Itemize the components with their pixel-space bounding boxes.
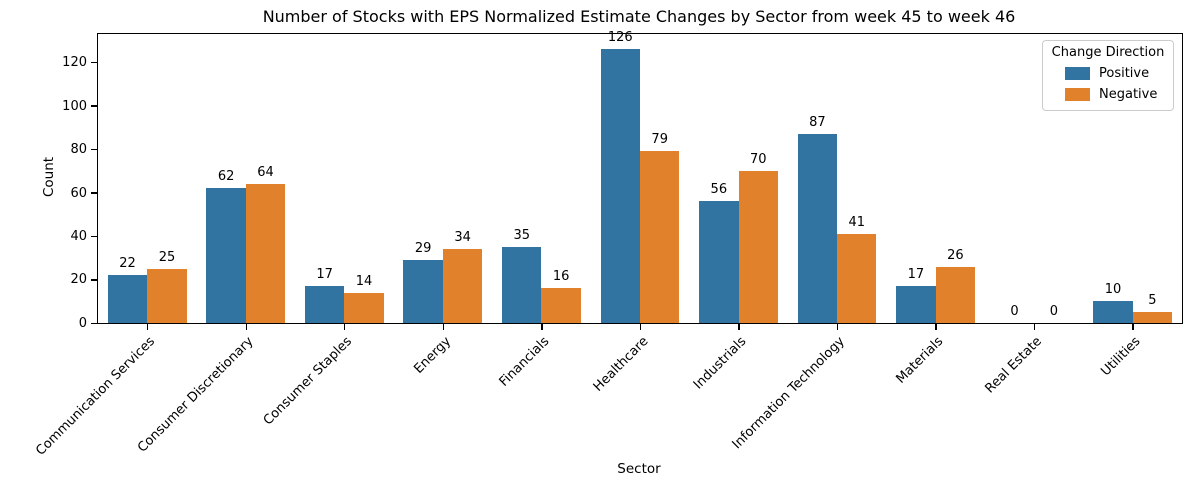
legend-entry-positive: Positive [1051, 63, 1165, 84]
y-tick-label: 0 [78, 315, 87, 331]
plot-area: 22 25 62 64 17 14 29 34 35 16 126 79 56 70 87 41 17 26 0 0 1… [97, 30, 1183, 324]
x-tick-label-text: Utilities [1098, 334, 1144, 380]
bar-positive [403, 260, 443, 323]
y-tick-label: 80 [70, 142, 87, 158]
y-tick-label: 100 [62, 98, 87, 114]
x-tick-label-text: Energy [411, 334, 454, 377]
bar-positive [896, 286, 936, 323]
y-tick-mark [90, 61, 97, 64]
bar-value-label: 56 [710, 182, 728, 198]
bar-negative [344, 292, 384, 323]
x-tick-mark [146, 324, 149, 331]
bar-value-label: 35 [513, 227, 531, 243]
chart-title: Number of Stocks with EPS Normalized Est… [262, 7, 1016, 26]
bar-positive [206, 188, 246, 323]
bar-value-label: 25 [158, 249, 176, 265]
bar-value-label: 10 [1104, 282, 1122, 298]
bar-negative [541, 288, 581, 323]
x-tick-label-text: Financials [496, 334, 553, 390]
x-tick-mark [639, 324, 642, 331]
bar-negative [837, 233, 877, 323]
bar-value-label: 62 [217, 169, 235, 185]
bar-positive [797, 133, 838, 323]
bar-positive [699, 201, 739, 323]
x-tick-mark [1033, 324, 1036, 331]
bar-value-label: 41 [848, 214, 866, 230]
x-tick-mark [442, 324, 444, 331]
bar-negative [245, 183, 286, 323]
y-tick-mark [90, 279, 97, 281]
bar-value-label: 79 [651, 132, 668, 148]
x-tick-label-text: Consumer Staples [261, 334, 356, 429]
bar-value-label: 70 [749, 151, 767, 167]
x-tick-mark [738, 324, 740, 331]
y-tick-label: 120 [62, 55, 87, 71]
y-tick-mark [90, 192, 97, 194]
bar-positive [600, 49, 640, 323]
y-tick-label: 60 [70, 185, 87, 201]
bar-value-label: 34 [454, 230, 471, 246]
bar-value-label: 16 [552, 269, 570, 285]
legend-entry-negative: Negative [1051, 84, 1165, 105]
bar-negative [147, 268, 187, 323]
y-tick-mark [90, 322, 97, 325]
bar-negative [935, 266, 976, 323]
bar-negative [738, 170, 778, 323]
y-tick-label: 20 [70, 272, 87, 288]
x-tick-label-text: Information Technology [729, 334, 849, 453]
bar-negative [442, 249, 483, 323]
bar-value-label: 64 [257, 164, 274, 180]
x-tick-mark [541, 324, 543, 331]
bar-value-label: 17 [316, 267, 333, 283]
bar-value-label: 17 [907, 267, 925, 283]
bar-positive [107, 275, 148, 323]
bar-positive [1093, 301, 1133, 323]
x-tick-mark [836, 324, 839, 331]
x-tick-mark [935, 324, 937, 331]
legend-entry-label: Negative [1099, 87, 1158, 102]
x-tick-label-text: Consumer Discretionary [135, 334, 257, 456]
x-tick-mark [344, 324, 346, 331]
y-tick-label: 40 [70, 228, 87, 244]
bar-value-label: 5 [1148, 293, 1157, 309]
bar-value-label: 29 [414, 240, 432, 256]
y-tick-mark [90, 105, 97, 107]
legend-entry-label: Positive [1099, 66, 1150, 81]
bar-value-label: 22 [119, 256, 136, 272]
legend-entries: Positive Negative [1051, 63, 1165, 105]
legend-swatch-negative [1065, 88, 1090, 101]
x-tick-mark [1132, 324, 1134, 331]
legend: Change Direction Positive Negative [1042, 40, 1174, 111]
bar-negative [1132, 312, 1173, 323]
y-tick-mark [90, 235, 97, 238]
bar-positive [502, 246, 542, 323]
x-tick-mark [245, 324, 247, 331]
y-axis-label: Count [41, 156, 57, 198]
y-tick-mark [90, 148, 97, 151]
legend-title: Change Direction [1051, 45, 1165, 60]
x-tick-label-text: Healthcare [590, 334, 651, 395]
bar-value-label: 0 [1049, 304, 1059, 319]
bar-value-label: 14 [355, 273, 373, 289]
x-tick-label-text: Industrials [691, 334, 750, 393]
x-axis-label: Sector [617, 461, 661, 477]
bar-value-label: 26 [947, 247, 964, 263]
bar-positive [304, 286, 345, 323]
bar-value-label: 126 [607, 30, 633, 46]
legend-swatch-positive [1065, 67, 1090, 80]
x-tick-label-text: Real Estate [982, 334, 1046, 397]
bar-value-label: 87 [809, 114, 826, 130]
x-tick-label-text: Materials [893, 334, 947, 387]
bar-negative [640, 151, 680, 323]
bar-value-label: 0 [1010, 304, 1019, 319]
